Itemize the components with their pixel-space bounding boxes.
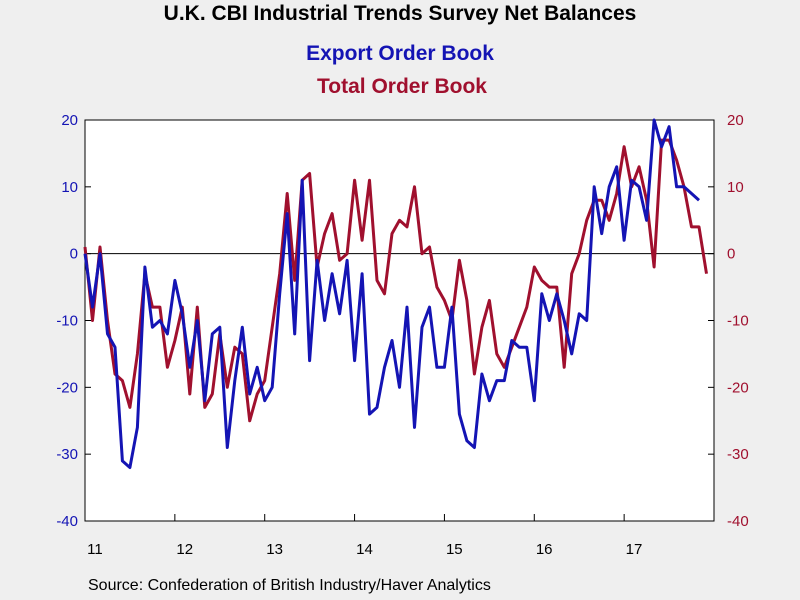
- source-note: Source: Confederation of British Industr…: [88, 577, 491, 594]
- x-tick-label: 15: [446, 541, 463, 558]
- x-tick-label: 17: [626, 541, 643, 558]
- right-tick-label: 20: [727, 112, 744, 129]
- x-tick-label: 13: [266, 541, 283, 558]
- x-tick-label: 14: [356, 541, 373, 558]
- series-line-export-order-book: [83, 118, 700, 469]
- left-tick-label: 20: [61, 112, 78, 129]
- right-tick-label: 10: [727, 179, 744, 196]
- left-tick-label: 10: [61, 179, 78, 196]
- left-tick-label: -30: [56, 446, 78, 463]
- series-line-total-order-book: [83, 138, 708, 423]
- right-tick-label: -10: [727, 313, 749, 330]
- right-tick-label: -40: [727, 513, 749, 530]
- left-tick-label: -40: [56, 513, 78, 530]
- left-tick-label: -20: [56, 379, 78, 396]
- left-tick-label: 0: [70, 246, 78, 263]
- x-tick-label: 12: [176, 541, 193, 558]
- chart-title: U.K. CBI Industrial Trends Survey Net Ba…: [163, 2, 637, 25]
- legend-total-order-book: Total Order Book: [0, 75, 800, 99]
- right-tick-label: 0: [727, 246, 735, 263]
- right-tick-label: -20: [727, 379, 749, 396]
- legend-total-order-book-label: Total Order Book: [317, 75, 487, 98]
- right-tick-label: -30: [727, 446, 749, 463]
- x-tick-label: 11: [87, 541, 103, 558]
- left-tick-label: -10: [56, 313, 78, 330]
- legend-export-order-book: Export Order Book: [306, 42, 494, 65]
- x-tick-label: 16: [536, 541, 553, 558]
